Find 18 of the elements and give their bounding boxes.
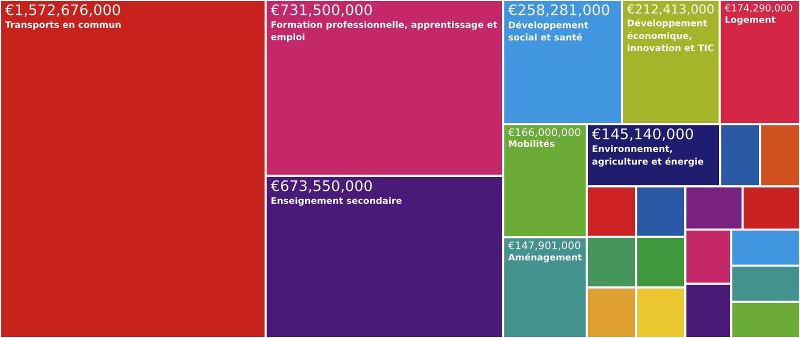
category-label: Développement économique, innovation et TIC xyxy=(627,19,714,52)
category-label: Environnement, agriculture et énergie xyxy=(592,145,704,167)
category-label: Formation professionnelle, apprentissage et emploi xyxy=(271,21,498,42)
data-label: €147,901,000 xyxy=(508,241,580,250)
data-label: €212,413,000 xyxy=(627,4,714,15)
data-label: €1,572,676,000 xyxy=(5,4,120,17)
data-label: €174,290,000 xyxy=(724,4,792,13)
data-label: €731,500,000 xyxy=(270,4,372,17)
category-label: Mobilités xyxy=(508,140,554,148)
category-label: Aménagement xyxy=(508,253,582,262)
data-label: €166,000,000 xyxy=(508,128,580,138)
category-label: Transports en commun xyxy=(5,21,121,30)
data-label: €673,550,000 xyxy=(270,180,372,193)
category-label: Enseignement secondaire xyxy=(272,196,402,206)
category-label: Logement xyxy=(726,16,776,25)
data-label: €258,281,000 xyxy=(508,4,610,17)
data-label: €145,140,000 xyxy=(592,128,693,141)
category-label: Développement social et santé xyxy=(508,21,588,41)
